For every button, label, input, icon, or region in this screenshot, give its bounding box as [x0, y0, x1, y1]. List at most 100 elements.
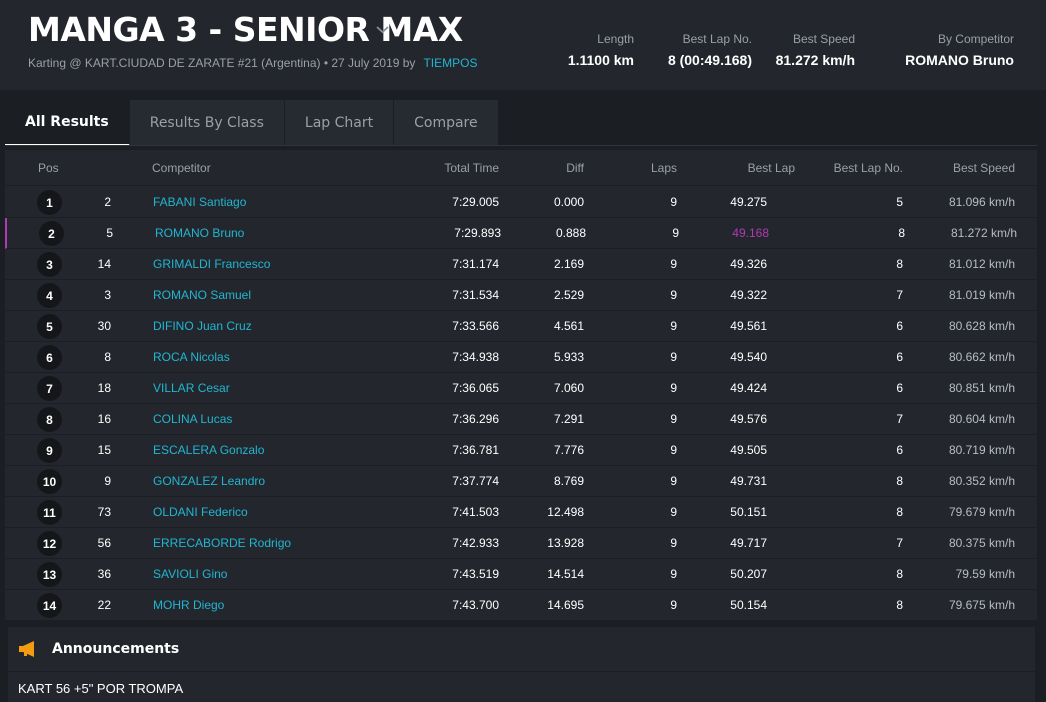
kart-number: 22 — [97, 598, 111, 612]
tab-compare[interactable]: Compare — [394, 100, 499, 146]
col-competitor[interactable]: Competitor — [152, 161, 211, 175]
competitor-name[interactable]: GONZALEZ Leandro — [153, 474, 266, 488]
laps: 9 — [670, 474, 677, 488]
col-pos[interactable]: Pos — [38, 161, 59, 175]
best-lap-no: 6 — [896, 319, 903, 333]
position-badge: 7 — [37, 376, 62, 401]
laps: 9 — [670, 288, 677, 302]
kart-number: 2 — [104, 195, 111, 209]
total-time: 7:36.296 — [452, 412, 499, 426]
col-best-speed[interactable]: Best Speed — [952, 161, 1015, 175]
col-total-time[interactable]: Total Time — [444, 161, 499, 175]
diff: 8.769 — [553, 474, 584, 488]
kart-number: 14 — [97, 257, 111, 271]
stat-length: Length 1.1100 km — [560, 32, 634, 68]
announcement-text: KART 56 +5" POR TROMPA — [18, 681, 184, 696]
kart-number: 5 — [106, 226, 113, 240]
total-time: 7:37.774 — [452, 474, 499, 488]
table-row[interactable]: 14 22 MOHR Diego 7:43.700 14.695 9 50.154 8 79.6… — [5, 590, 1037, 621]
table-row[interactable]: 6 8 ROCA Nicolas 7:34.938 5.933 9 49.540 6 80.66… — [5, 342, 1037, 373]
table-row[interactable]: 5 30 DIFINO Juan Cruz 7:33.566 4.561 9 49.561 6… — [5, 311, 1037, 342]
table-header: Pos Competitor Total Time Diff Laps Best… — [5, 150, 1037, 186]
best-lap: 49.505 — [730, 443, 767, 457]
table-row[interactable]: 13 36 SAVIOLI Gino 7:43.519 14.514 9 50.207 8 79… — [5, 559, 1037, 590]
competitor-name[interactable]: FABANI Santiago — [153, 195, 247, 209]
competitor-name[interactable]: COLINA Lucas — [153, 412, 233, 426]
competitor-name[interactable]: ROMANO Samuel — [153, 288, 252, 302]
table-row[interactable]: 2 5 ROMANO Bruno 7:29.893 0.888 9 49.168 8 81.27… — [5, 218, 1037, 249]
best-speed: 80.604 km/h — [948, 412, 1015, 426]
kart-number: 15 — [97, 443, 111, 457]
tab-all-results[interactable]: All Results — [5, 100, 130, 146]
tab-lap-chart[interactable]: Lap Chart — [284, 100, 395, 146]
best-lap: 49.326 — [730, 257, 767, 271]
table-row[interactable]: 10 9 GONZALEZ Leandro 7:37.774 8.769 9 49.731 8… — [5, 466, 1037, 497]
table-row[interactable]: 1 2 FABANI Santiago 7:29.005 0.000 9 49.275 5 81… — [5, 187, 1037, 218]
best-speed: 79.679 km/h — [948, 505, 1015, 519]
competitor-name[interactable]: ROCA Nicolas — [153, 350, 230, 364]
col-best-lap-no[interactable]: Best Lap No. — [833, 161, 903, 175]
stat-value: 81.272 km/h — [775, 52, 855, 68]
competitor-name[interactable]: MOHR Diego — [153, 598, 225, 612]
diff: 14.514 — [547, 567, 584, 581]
competitor-name[interactable]: OLDANI Federico — [153, 505, 248, 519]
position-badge: 8 — [37, 407, 62, 432]
best-lap: 50.207 — [730, 567, 767, 581]
total-time: 7:41.503 — [452, 505, 499, 519]
col-best-lap[interactable]: Best Lap — [747, 161, 795, 175]
kart-number: 73 — [97, 505, 111, 519]
best-speed: 81.019 km/h — [948, 288, 1015, 302]
col-diff[interactable]: Diff — [566, 161, 584, 175]
megaphone-icon — [19, 641, 34, 657]
best-lap: 49.322 — [730, 288, 767, 302]
laps: 9 — [670, 567, 677, 581]
tab-results-by-class[interactable]: Results By Class — [129, 100, 285, 146]
total-time: 7:34.938 — [452, 350, 499, 364]
competitor-name[interactable]: ROMANO Bruno — [155, 226, 245, 240]
competitor-name[interactable]: SAVIOLI Gino — [153, 567, 228, 581]
competitor-name[interactable]: ERRECABORDE Rodrigo — [153, 536, 292, 550]
diff: 5.933 — [553, 350, 584, 364]
position-badge: 11 — [37, 500, 62, 525]
table-row[interactable]: 9 15 ESCALERA Gonzalo 7:36.781 7.776 9 49.505 6… — [5, 435, 1037, 466]
chevron-down-icon[interactable] — [375, 22, 390, 37]
total-time: 7:29.005 — [452, 195, 499, 209]
stat-label: Length — [597, 32, 634, 46]
kart-number: 9 — [104, 474, 111, 488]
laps: 9 — [670, 598, 677, 612]
col-laps[interactable]: Laps — [650, 161, 677, 175]
stat-label: Best Speed — [792, 32, 855, 46]
table-row[interactable]: 11 73 OLDANI Federico 7:41.503 12.498 9 50.151… — [5, 497, 1037, 528]
best-lap: 49.540 — [730, 350, 767, 364]
table-row[interactable]: 8 16 COLINA Lucas 7:36.296 7.291 9 49.576 7 80.6… — [5, 404, 1037, 435]
best-lap-no: 8 — [896, 257, 903, 271]
competitor-name[interactable]: GRIMALDI Francesco — [153, 257, 271, 271]
competitor-name[interactable]: DIFINO Juan Cruz — [153, 319, 252, 333]
best-lap-no: 8 — [896, 474, 903, 488]
competitor-name[interactable]: ESCALERA Gonzalo — [153, 443, 265, 457]
total-time: 7:31.534 — [452, 288, 499, 302]
kart-number: 3 — [104, 288, 111, 302]
best-speed: 80.352 km/h — [948, 474, 1015, 488]
page-title: MANGA 3 - SENIOR MAX — [28, 10, 463, 49]
laps: 9 — [670, 350, 677, 364]
stat-by-competitor: By Competitor ROMANO Bruno — [900, 32, 1014, 68]
table-row[interactable]: 4 3 ROMANO Samuel 7:31.534 2.529 9 49.322 7 81.0… — [5, 280, 1037, 311]
table-row[interactable]: 12 56 ERRECABORDE Rodrigo 7:42.933 13.928 9 49… — [5, 528, 1037, 559]
laps: 9 — [670, 319, 677, 333]
table-row[interactable]: 7 18 VILLAR Cesar 7:36.065 7.060 9 49.424 6 80.8… — [5, 373, 1037, 404]
position-badge: 2 — [39, 221, 64, 246]
table-row[interactable]: 3 14 GRIMALDI Francesco 7:31.174 2.169 9 49.32… — [5, 249, 1037, 280]
best-speed: 81.272 km/h — [950, 226, 1017, 240]
kart-number: 16 — [97, 412, 111, 426]
organizer-link[interactable]: TIEMPOS — [423, 56, 478, 70]
best-speed: 80.851 km/h — [948, 381, 1015, 395]
event-header: MANGA 3 - SENIOR MAX Karting @ KART.CIUD… — [0, 0, 1046, 90]
competitor-name[interactable]: VILLAR Cesar — [153, 381, 230, 395]
position-badge: 10 — [37, 469, 62, 494]
laps: 9 — [670, 536, 677, 550]
best-lap-no: 6 — [896, 350, 903, 364]
total-time: 7:43.519 — [452, 567, 499, 581]
stat-value: 1.1100 km — [567, 52, 634, 68]
diff: 2.529 — [553, 288, 584, 302]
